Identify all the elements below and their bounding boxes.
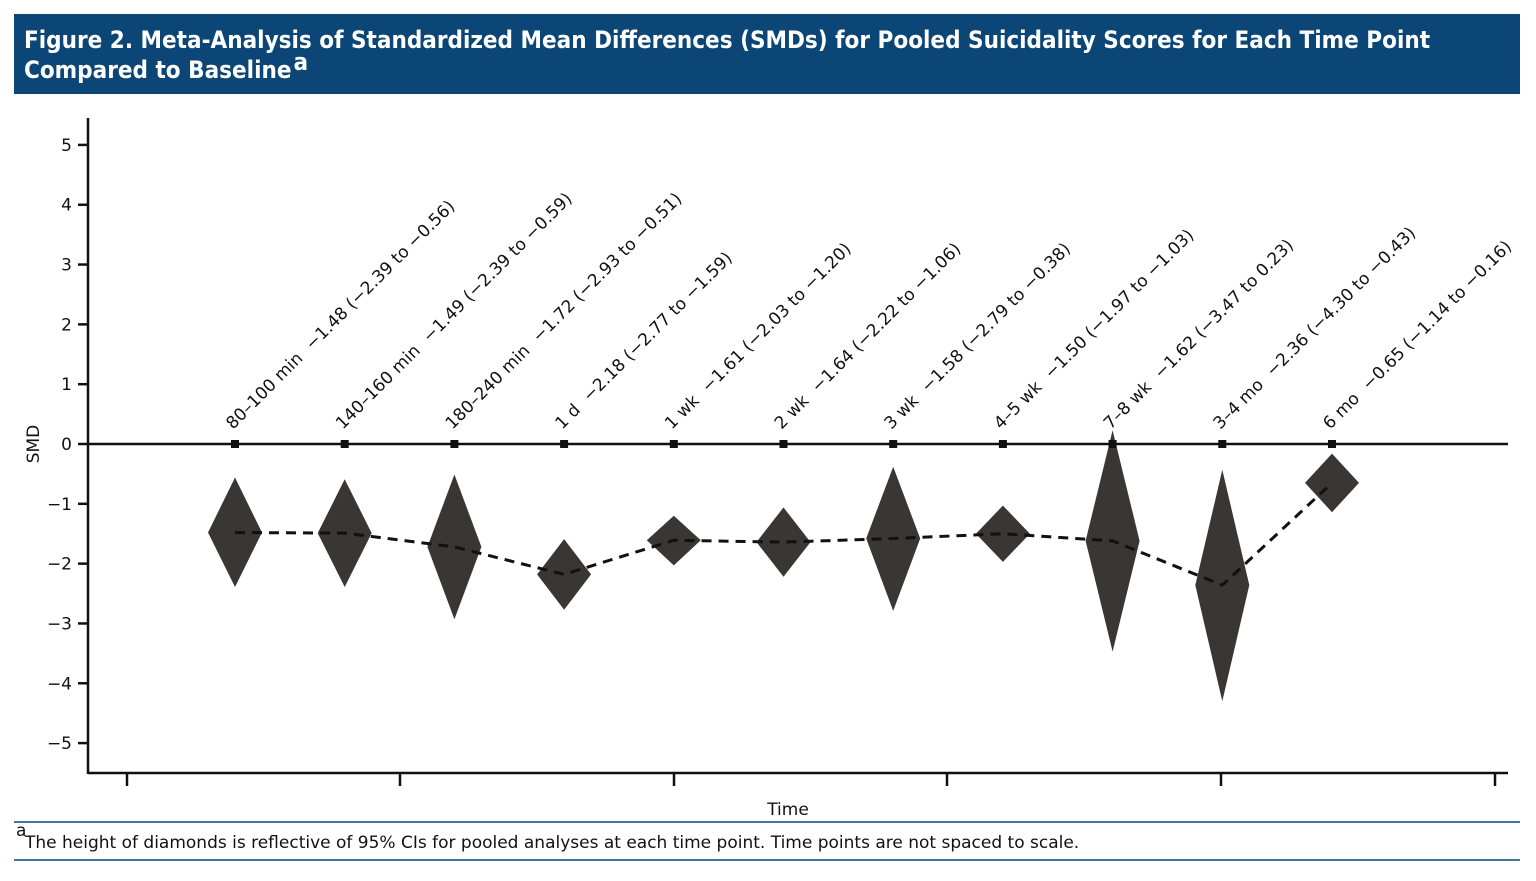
category-label: 180–240 min — [442, 341, 535, 434]
x-axis-ticks — [125, 773, 1497, 786]
title-note-marker: a — [293, 48, 308, 76]
category-label: 3–4 mo — [1210, 375, 1268, 433]
time-point-label: 7–8 wk−1.62 (−3.47 to 0.23) — [1100, 236, 1298, 434]
category-label: 3 wk — [881, 391, 924, 434]
time-point-marker — [231, 440, 239, 449]
time-point-label: 140–160 min−1.49 (−2.39 to −0.59) — [332, 189, 576, 433]
category-label: 80–100 min — [222, 349, 307, 434]
y-tick-label: −3 — [47, 614, 72, 634]
time-point-marker — [998, 440, 1007, 449]
time-point-marker — [1218, 440, 1227, 449]
y-tick-label: 1 — [61, 375, 72, 395]
ci-diamond — [537, 539, 592, 610]
time-point-label: 2 wk−1.64 (−2.22 to −1.06) — [771, 239, 965, 433]
ci-diamond — [427, 474, 482, 620]
time-point-marker — [779, 440, 788, 449]
y-tick-label: −1 — [47, 495, 72, 515]
time-point-label: 1 wk−1.61 (−2.03 to −1.20) — [661, 239, 855, 433]
footnote: The height of diamonds is reflective of … — [24, 833, 1079, 853]
title-bar — [14, 14, 1520, 94]
category-label: 4–5 wk — [990, 377, 1046, 433]
time-point-label: 1 d−2.18 (−2.77 to −1.59) — [551, 248, 736, 433]
y-tick-label: −2 — [47, 555, 72, 575]
time-point-label: 4–5 wk−1.50 (−1.97 to −1.03) — [990, 226, 1198, 434]
time-point-label: 180–240 min−1.72 (−2.93 to −0.51) — [442, 189, 686, 433]
y-tick-label: −5 — [47, 734, 72, 754]
y-tick-label: 4 — [61, 196, 72, 216]
time-point-marker — [1328, 440, 1336, 449]
y-tick-label: 0 — [61, 435, 72, 455]
time-point-marker — [560, 440, 569, 449]
y-tick-label: 5 — [61, 136, 72, 156]
category-label: 2 wk — [771, 391, 814, 434]
time-point-label: 3 wk−1.58 (−2.79 to −0.38) — [881, 239, 1075, 433]
y-tick-label: −4 — [47, 674, 72, 694]
x-axis-label: Time — [766, 800, 809, 820]
time-point-marker — [889, 440, 898, 449]
time-point-marker — [340, 440, 349, 449]
ci-diamond — [756, 507, 811, 577]
ci-diamond — [1305, 453, 1359, 513]
ci-diamond — [208, 477, 262, 587]
y-tick-label: 2 — [61, 315, 72, 335]
time-point-label: 80–100 min−1.48 (−2.39 to −0.56) — [222, 197, 459, 434]
category-label: 6 mo — [1319, 389, 1364, 434]
category-label: 1 wk — [661, 391, 704, 434]
footnote-marker: a — [16, 821, 26, 841]
category-label: 1 d — [551, 400, 584, 433]
trend-line — [234, 481, 1334, 587]
chart-title: Figure 2. Meta-Analysis of Standardized … — [24, 26, 1430, 84]
time-point-marker — [669, 440, 678, 449]
y-axis-label: SMD — [24, 425, 44, 464]
time-point-label: 6 mo−0.65 (−1.14 to −0.16) — [1319, 237, 1516, 434]
time-point-label: 3–4 mo−2.36 (−4.30 to −0.43) — [1210, 223, 1420, 433]
category-label: 7–8 wk — [1100, 377, 1156, 433]
time-point-marker — [450, 440, 459, 449]
category-label: 140–160 min — [332, 341, 425, 434]
y-tick-label: 3 — [61, 256, 72, 276]
time-point-marker — [1108, 440, 1117, 449]
ci-diamond — [975, 505, 1030, 562]
